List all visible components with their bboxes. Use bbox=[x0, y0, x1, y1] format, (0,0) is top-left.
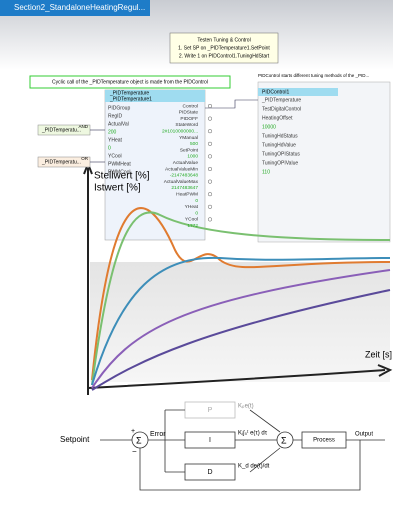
input-op: AND bbox=[78, 124, 88, 129]
fb-output: PIDState bbox=[179, 110, 199, 116]
fb-output: 0 bbox=[195, 210, 198, 216]
fb-output: Control bbox=[183, 103, 198, 109]
fb-output: YCool bbox=[185, 217, 198, 223]
pid-label: Setpoint bbox=[60, 435, 90, 444]
fb-input: 200 bbox=[108, 129, 117, 135]
pid-diagram bbox=[100, 402, 385, 490]
pid-label: Kₚe(t) bbox=[238, 404, 254, 410]
canvas: Section2_StandaloneHeatingRegul... Cycli… bbox=[0, 0, 393, 505]
pin bbox=[208, 142, 212, 146]
fb-output: ActualValue bbox=[173, 160, 199, 166]
pid-label: K_d de(t)/dt bbox=[238, 464, 270, 470]
fb-input: PWMCool bbox=[108, 169, 131, 175]
pid-label: Error bbox=[150, 431, 166, 438]
fb-right-row: HeatingOffset bbox=[262, 115, 293, 121]
fb-input: YCool bbox=[108, 153, 122, 159]
fb-input: ActualVal bbox=[108, 121, 129, 127]
pin bbox=[208, 129, 212, 133]
pin bbox=[208, 205, 212, 209]
fb-output: YHeat bbox=[185, 204, 199, 210]
pid-label: Process bbox=[313, 438, 335, 444]
pin bbox=[208, 167, 212, 171]
pin bbox=[208, 117, 212, 121]
tuning-note: PIDControl starts different tuning metho… bbox=[258, 73, 369, 78]
fb-right-type: PIDControl1 bbox=[262, 89, 289, 95]
comment-line: 1. Set SP on _PIDTemperature1.SetPoint bbox=[178, 45, 270, 51]
fb-output: 500 bbox=[190, 141, 198, 147]
pin bbox=[208, 192, 212, 196]
input-name: _PIDTemperatu... bbox=[41, 159, 81, 165]
fb-input: PIDGroup bbox=[108, 105, 130, 111]
fb-input: PWMHeat bbox=[108, 161, 131, 167]
pin bbox=[208, 180, 212, 184]
fb-right-row: TuningHdStatus bbox=[262, 133, 298, 139]
input-name: _PIDTemperatu... bbox=[41, 127, 81, 133]
fb-right-row: _PIDTemperature bbox=[261, 97, 301, 103]
screenshot: Section2_StandaloneHeatingRegul... Cycli… bbox=[0, 0, 393, 505]
pin bbox=[208, 218, 212, 222]
fb-output: 2#1010000000... bbox=[162, 128, 198, 134]
pid-label: Kᵢ∫₀ᵗ e(τ) dτ bbox=[238, 430, 268, 437]
pid-label: P bbox=[208, 407, 213, 414]
y-label: Istwert [%] bbox=[94, 183, 141, 194]
fb-output: 1772 bbox=[187, 223, 198, 229]
input-op: OR bbox=[81, 156, 89, 161]
pid-label: Output bbox=[355, 432, 373, 438]
pid-label: + bbox=[131, 428, 135, 435]
fb-input: YHeat bbox=[108, 137, 123, 143]
fb-right-row: TuningHdValue bbox=[262, 142, 296, 148]
fb-input: RegID bbox=[108, 113, 123, 119]
pid-label: D bbox=[207, 469, 212, 476]
fb-right-row: TuningOPIStatus bbox=[262, 151, 300, 157]
pin bbox=[208, 104, 212, 108]
pin bbox=[208, 155, 212, 159]
sigma: Σ bbox=[136, 435, 142, 445]
fb-output: 0 bbox=[195, 198, 198, 204]
sigma: Σ bbox=[281, 435, 287, 445]
fb-output: StateWord bbox=[175, 122, 198, 128]
fb-output: SetPoint bbox=[180, 147, 199, 153]
comment-line: 2. Write 1 on PIDControl1.TuningHdStart bbox=[179, 53, 270, 59]
fb-output: ActualValueMin bbox=[165, 166, 198, 172]
chart-band bbox=[90, 262, 390, 382]
fb-right-row: TuningOPIValue bbox=[262, 160, 298, 166]
pid-label: I bbox=[209, 437, 211, 444]
fb-right-row: 10000 bbox=[262, 124, 276, 130]
note: Cyclic call of the _PIDTemperature objec… bbox=[52, 79, 208, 85]
comment-line: Testen Tuning & Control bbox=[197, 37, 250, 43]
fb-output: -2147483648 bbox=[170, 173, 199, 179]
fb-instance: _PIDTemperature1 bbox=[109, 96, 152, 102]
fb-output: HeatPWM bbox=[176, 191, 198, 197]
x-label: Zeit [s] bbox=[365, 349, 392, 359]
tab-label: Section2_StandaloneHeatingRegul... bbox=[14, 3, 145, 12]
fb-input: 0 bbox=[108, 145, 111, 151]
wire bbox=[205, 100, 258, 108]
pid-label: − bbox=[132, 447, 137, 456]
fb-output: PIDOFF bbox=[180, 116, 198, 122]
fb-right-row: 110 bbox=[262, 169, 270, 175]
fb-output: ActualValueMax bbox=[164, 179, 199, 185]
fb-output: YManual bbox=[179, 135, 198, 141]
fb-output: 1000 bbox=[187, 154, 198, 160]
fb-right-row: TestDigitalControl bbox=[262, 106, 301, 112]
fb-output: 2147483647 bbox=[171, 185, 198, 191]
